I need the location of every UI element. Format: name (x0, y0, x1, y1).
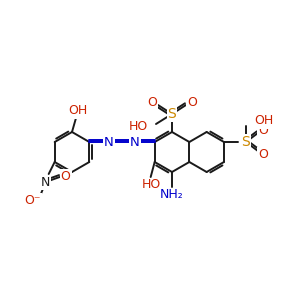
Text: S: S (168, 107, 176, 121)
Text: O: O (187, 97, 197, 110)
Text: HO: HO (142, 178, 161, 191)
Text: OH: OH (254, 115, 273, 128)
Text: N: N (130, 136, 140, 148)
Text: N: N (104, 136, 114, 148)
Text: NH₂: NH₂ (160, 188, 184, 202)
Text: O⁻: O⁻ (24, 194, 41, 206)
Text: N: N (41, 176, 50, 188)
Text: O: O (258, 148, 268, 160)
Text: O: O (147, 97, 157, 110)
Text: O: O (61, 169, 70, 182)
Text: O: O (258, 124, 268, 136)
Text: OH: OH (68, 104, 88, 118)
Text: HO: HO (129, 121, 148, 134)
Text: S: S (242, 135, 250, 149)
